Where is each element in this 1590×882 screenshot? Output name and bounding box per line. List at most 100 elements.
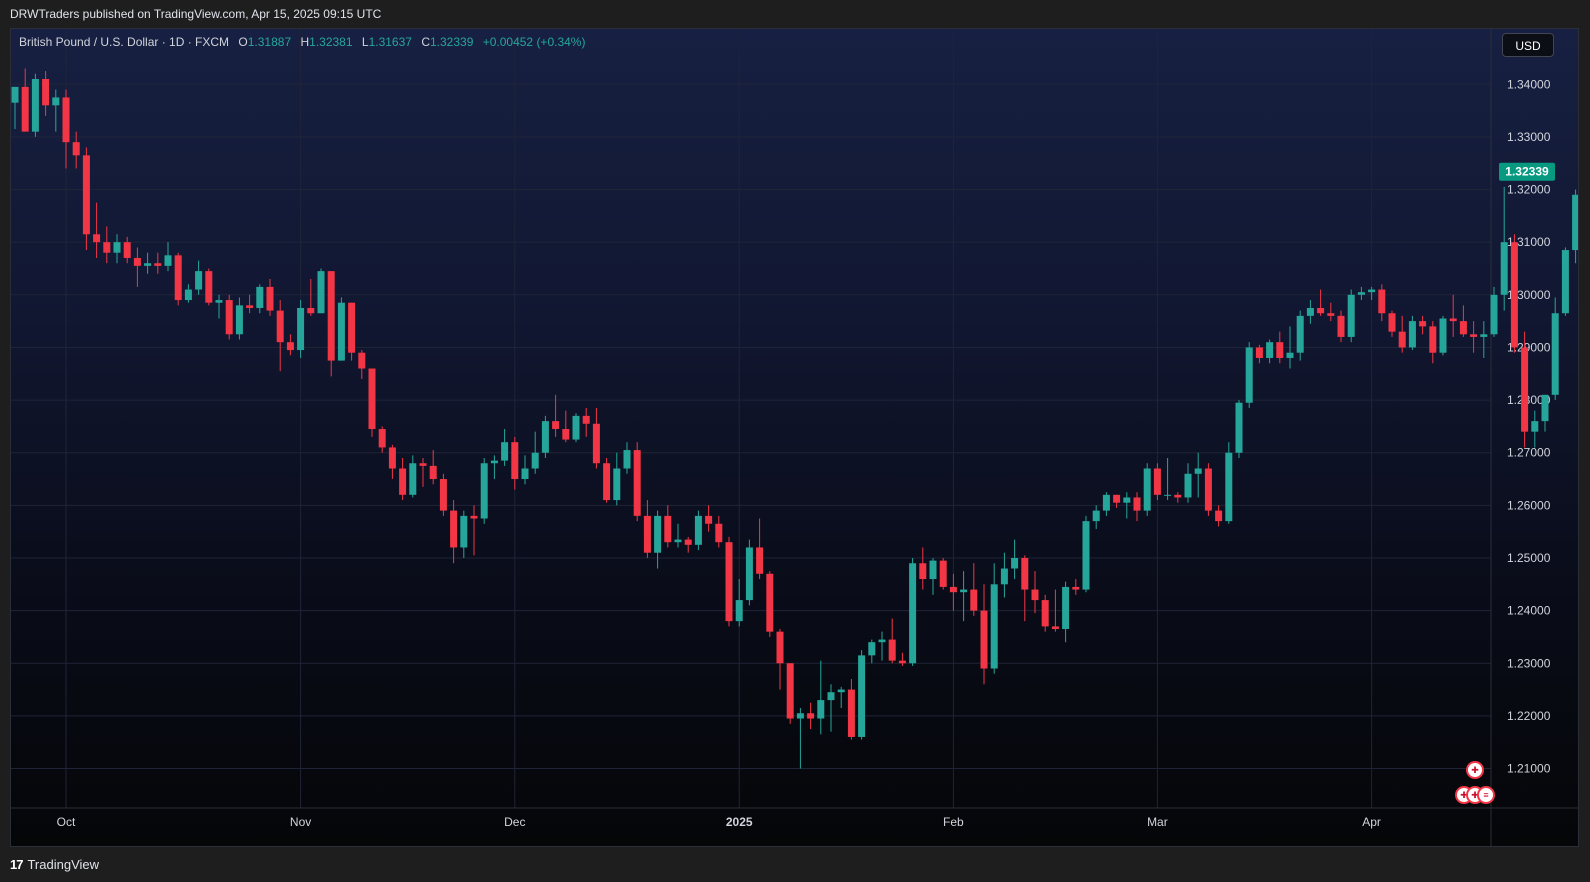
high-label: H [300, 35, 310, 49]
candle-body [1276, 342, 1284, 358]
candle-body [42, 79, 50, 106]
candle [562, 410, 570, 443]
candle [643, 500, 651, 558]
candle-body [898, 660, 906, 664]
candle [1429, 321, 1437, 364]
candle-body [21, 86, 29, 132]
candle-body [929, 560, 937, 580]
candle [1062, 581, 1070, 643]
candle-body [643, 515, 651, 553]
candle [1153, 463, 1161, 501]
time-tick-label: Dec [504, 815, 525, 829]
candle [970, 563, 978, 616]
candle [399, 457, 407, 501]
time-tick-label: 2025 [726, 815, 753, 829]
candle [878, 631, 886, 661]
candle-body [133, 257, 141, 266]
symbol-name[interactable]: British Pound / U.S. Dollar · 1D · FXCM [19, 35, 230, 49]
candle-body [1051, 626, 1059, 630]
candle-body [429, 465, 437, 480]
candle [72, 131, 80, 169]
candle [368, 368, 376, 437]
candle-body [62, 97, 70, 143]
candle [674, 523, 682, 548]
candle [235, 297, 243, 340]
candle-body [256, 286, 264, 308]
candle-body [1306, 307, 1314, 316]
candle [919, 547, 927, 590]
candle [990, 563, 998, 674]
chart-frame[interactable]: 1.34000 1.33000 1.32000 1.31000 1.30000 1.290… [10, 28, 1579, 847]
candle [470, 505, 478, 556]
candle [623, 442, 631, 474]
price-tick-label: 1.31000 [1507, 235, 1551, 249]
candle [11, 86, 19, 130]
candle [1419, 315, 1427, 335]
candle-body [409, 463, 417, 495]
candle-body [470, 515, 478, 519]
candle-body [1123, 497, 1131, 503]
candlestick-chart[interactable]: 1.34000 1.33000 1.32000 1.31000 1.30000 1.290… [11, 29, 1579, 847]
time-tick-label: Feb [943, 815, 964, 829]
candle [174, 252, 182, 306]
candle-body [1470, 334, 1478, 337]
candle [93, 202, 101, 258]
candle-body [1113, 494, 1121, 503]
candle-body [1194, 468, 1202, 474]
candle [715, 515, 723, 548]
candle-body [776, 631, 784, 664]
candle [1439, 315, 1447, 356]
candle [1011, 539, 1019, 580]
candle [735, 579, 743, 627]
candle-body [705, 515, 713, 524]
candle-body [817, 700, 825, 719]
candle-body [348, 302, 356, 353]
candle [1235, 400, 1243, 458]
candle-body [1102, 494, 1110, 511]
tradingview-brand[interactable]: 17 TradingView [10, 857, 99, 872]
candle-body [756, 547, 764, 574]
candle [205, 268, 213, 306]
candle [1276, 331, 1284, 364]
candle-body [1521, 347, 1529, 432]
candle [796, 707, 804, 769]
price-tick-label: 1.27000 [1507, 446, 1551, 460]
candle-body [1541, 394, 1549, 422]
candle-body [1480, 334, 1488, 337]
candle-body [684, 539, 692, 545]
candle [511, 436, 519, 490]
candle [572, 413, 580, 443]
candle-body [1174, 494, 1182, 498]
candle [490, 455, 498, 480]
candle [31, 73, 39, 137]
candle-body [246, 305, 254, 308]
candle-body [297, 307, 305, 351]
candle-body [1000, 568, 1008, 585]
candle [725, 536, 733, 627]
price-tick-label: 1.29000 [1507, 340, 1551, 354]
candle [633, 442, 641, 522]
candle-body [337, 302, 345, 361]
candle-body [735, 600, 743, 622]
candle [1072, 579, 1080, 595]
uk-flag-icon[interactable]: ✚ [1466, 761, 1484, 779]
currency-button[interactable]: USD [1502, 33, 1554, 57]
candle [1113, 494, 1121, 508]
candle-body [1062, 586, 1070, 630]
us-flag-icon[interactable]: ≡ [1477, 786, 1495, 804]
candle-body [1327, 313, 1335, 316]
candle [909, 557, 917, 666]
candle [113, 234, 121, 264]
candle-body [786, 663, 794, 719]
candle-body [1419, 321, 1427, 327]
candle-body [1347, 294, 1355, 337]
candle-body [378, 429, 386, 448]
candle-body [613, 468, 621, 501]
candle [858, 650, 866, 740]
candle [756, 518, 764, 580]
candle-body [317, 271, 325, 314]
candle [1510, 234, 1518, 353]
candle-body [195, 271, 203, 290]
candle [450, 500, 458, 564]
candle [807, 702, 815, 730]
